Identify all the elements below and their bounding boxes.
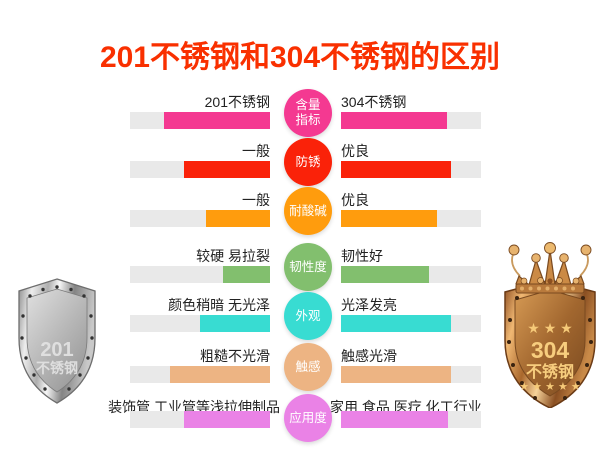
svg-text:★ ★ ★ ★ ★: ★ ★ ★ ★ ★ bbox=[519, 381, 581, 393]
svg-text:304: 304 bbox=[531, 337, 570, 363]
svg-text:★ ★ ★: ★ ★ ★ bbox=[527, 320, 572, 336]
svg-text:201: 201 bbox=[40, 339, 73, 361]
svg-text:不锈钢: 不锈钢 bbox=[36, 360, 78, 376]
svg-text:不锈钢: 不锈钢 bbox=[526, 362, 574, 381]
